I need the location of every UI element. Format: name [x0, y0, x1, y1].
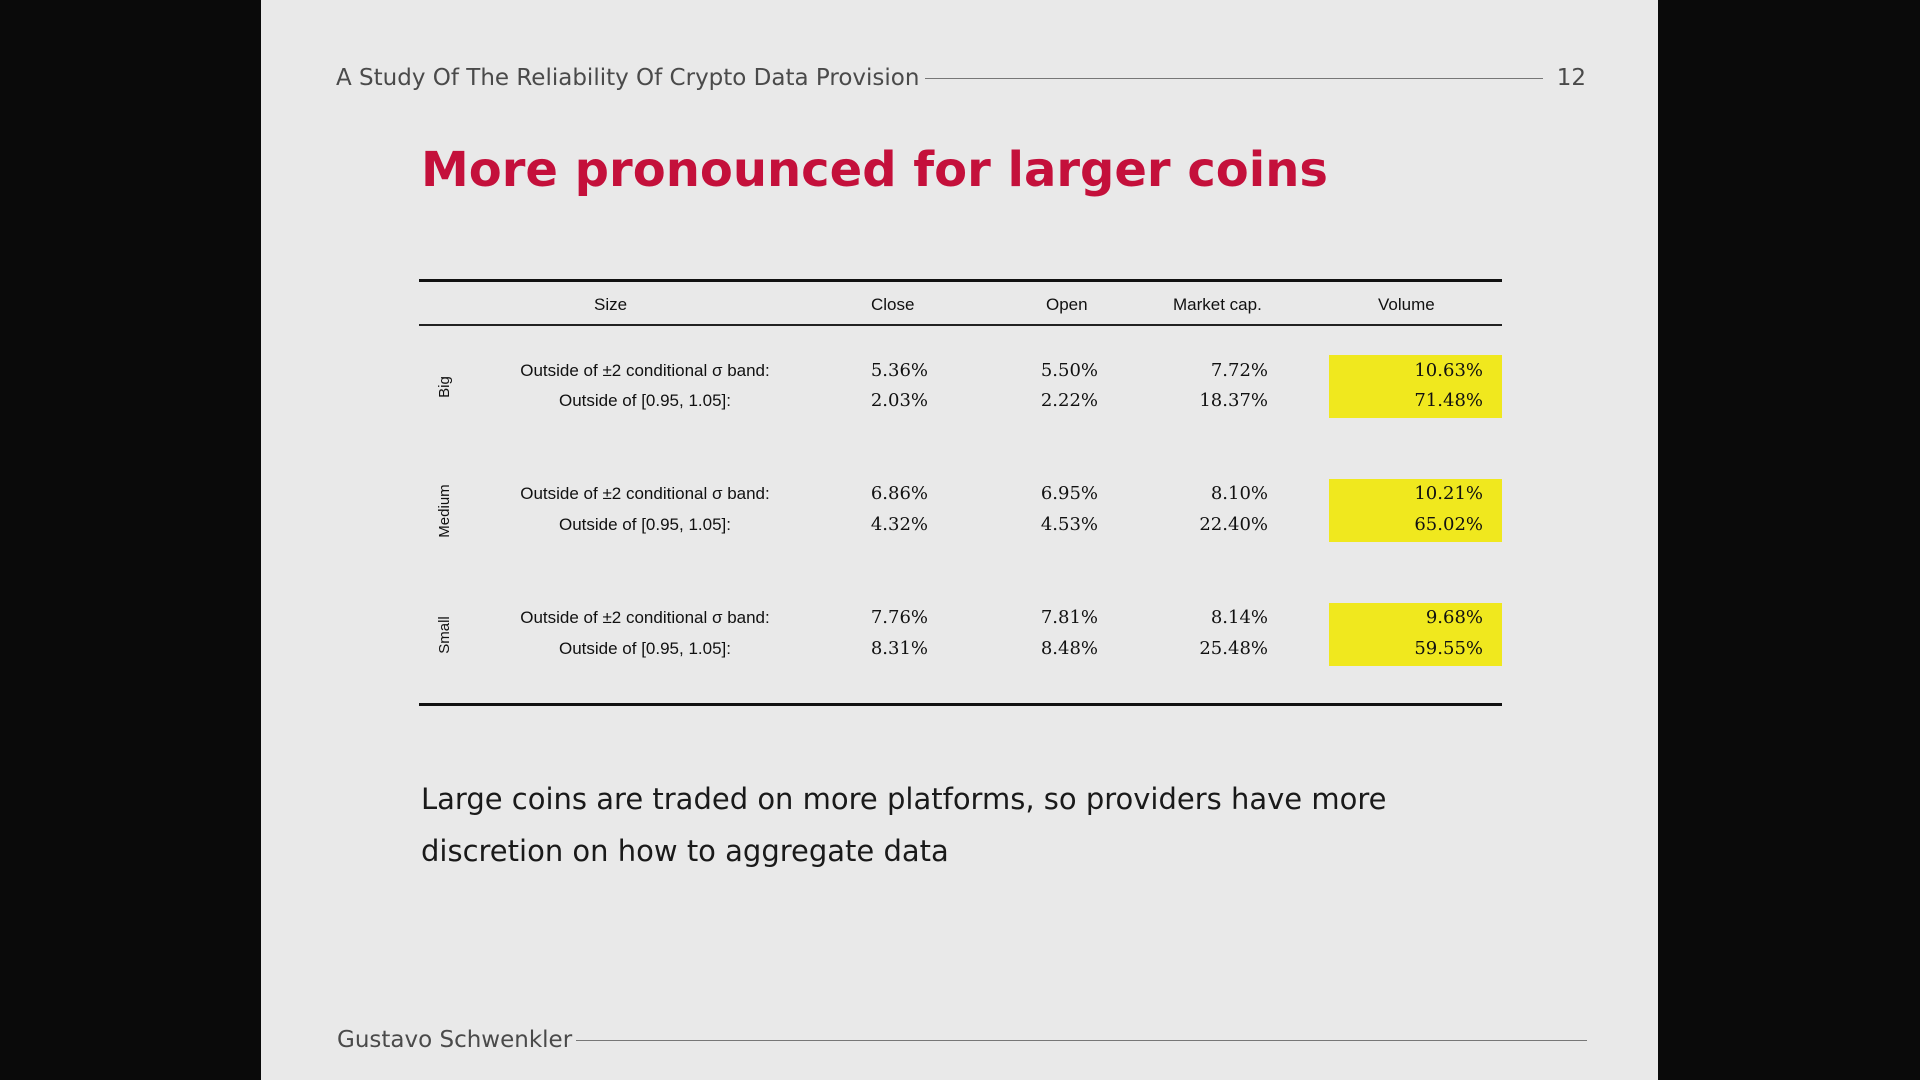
slide-header: A Study Of The Reliability Of Crypto Dat…: [336, 62, 1586, 94]
slide-footer: Gustavo Schwenkler: [337, 1024, 1587, 1056]
header-open: Open: [1046, 295, 1088, 314]
row-label: Outside of ±2 conditional σ band:: [520, 484, 770, 503]
header-volume: Volume: [1378, 295, 1435, 314]
row-label: Outside of [0.95, 1.05]:: [558, 515, 731, 534]
cell-medium-open-band: 6.95%: [1040, 483, 1098, 504]
page-number: 12: [1556, 65, 1586, 91]
header-size: Size: [594, 295, 628, 314]
cell-small-marketcap-range: 25.48%: [1199, 638, 1268, 659]
cell-medium-volume-band: 10.21%: [1414, 483, 1483, 504]
table-top-rule: [419, 279, 1502, 282]
cell-big-volume-range: 71.48%: [1414, 390, 1483, 411]
cell-small-open-range: 8.48%: [1040, 638, 1098, 659]
group-label-big: Big: [436, 376, 453, 398]
cell-big-open-band: 5.50%: [1040, 360, 1098, 381]
volume-highlight-medium: [1329, 479, 1502, 542]
row-label: Outside of [0.95, 1.05]:: [558, 639, 731, 658]
table-header-rule: [419, 324, 1502, 326]
cell-medium-volume-range: 65.02%: [1414, 514, 1483, 535]
cell-big-volume-band: 10.63%: [1414, 360, 1483, 381]
cell-small-close-band: 7.76%: [870, 607, 928, 628]
cell-medium-open-range: 4.53%: [1040, 514, 1098, 535]
footer-divider: [576, 1039, 1587, 1041]
row-label: Outside of ±2 conditional σ band:: [520, 361, 770, 380]
cell-small-volume-band: 9.68%: [1425, 607, 1483, 628]
header-close: Close: [871, 295, 915, 314]
slide-body-text: Large coins are traded on more platforms…: [421, 782, 1387, 868]
cell-small-volume-range: 59.55%: [1414, 638, 1483, 659]
slide-title: More pronounced for larger coins: [421, 142, 1328, 198]
presentation-title: A Study Of The Reliability Of Crypto Dat…: [336, 65, 920, 91]
volume-highlight-big: [1329, 355, 1502, 418]
table-bottom-rule: [419, 703, 1502, 706]
cell-medium-marketcap-range: 22.40%: [1199, 514, 1268, 535]
cell-big-open-range: 2.22%: [1040, 390, 1098, 411]
header-divider: [925, 77, 1543, 79]
cell-big-close-range: 2.03%: [870, 390, 928, 411]
slide: A Study Of The Reliability Of Crypto Dat…: [261, 0, 1658, 1080]
results-table: Size Close Open Market cap. Volume Big O…: [419, 279, 1502, 706]
cell-medium-marketcap-band: 8.10%: [1210, 483, 1268, 504]
group-label-medium: Medium: [436, 484, 453, 538]
cell-small-open-band: 7.81%: [1040, 607, 1098, 628]
cell-medium-close-band: 6.86%: [870, 483, 928, 504]
row-label: Outside of [0.95, 1.05]:: [558, 391, 731, 410]
volume-highlight-small: [1329, 603, 1502, 666]
group-label-small: Small: [436, 616, 453, 654]
header-market-cap: Market cap.: [1173, 295, 1262, 314]
cell-small-close-range: 8.31%: [870, 638, 928, 659]
cell-big-marketcap-band: 7.72%: [1210, 360, 1268, 381]
cell-medium-close-range: 4.32%: [870, 514, 928, 535]
cell-big-close-band: 5.36%: [870, 360, 928, 381]
cell-big-marketcap-range: 18.37%: [1199, 390, 1268, 411]
cell-small-marketcap-band: 8.14%: [1210, 607, 1268, 628]
row-label: Outside of ±2 conditional σ band:: [520, 608, 770, 627]
author-name: Gustavo Schwenkler: [337, 1027, 573, 1053]
